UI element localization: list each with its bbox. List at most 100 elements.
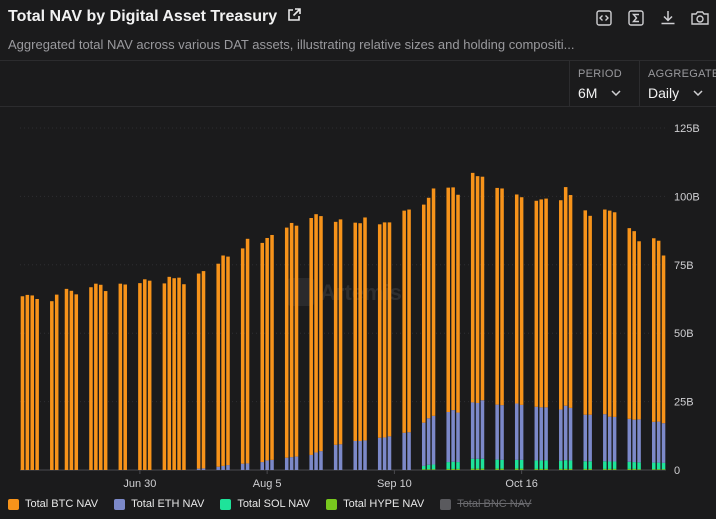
bar[interactable] [201, 271, 206, 470]
bar[interactable] [402, 210, 406, 470]
bar[interactable] [103, 291, 108, 470]
eth-segment [583, 414, 588, 462]
bar[interactable] [74, 294, 79, 470]
bar[interactable] [240, 248, 245, 470]
bar[interactable] [353, 222, 357, 470]
bar[interactable] [603, 209, 607, 470]
bar[interactable] [456, 194, 460, 470]
bars [20, 172, 666, 470]
bar[interactable] [387, 222, 392, 470]
bar[interactable] [431, 188, 436, 470]
bar[interactable] [627, 228, 632, 470]
bar[interactable] [607, 210, 612, 470]
bar[interactable] [162, 283, 167, 470]
bar[interactable] [451, 187, 455, 470]
eth-segment [216, 466, 220, 470]
bar[interactable] [519, 197, 524, 470]
bar[interactable] [612, 212, 617, 470]
period-dropdown[interactable]: 6M [578, 85, 640, 101]
bar[interactable] [377, 224, 382, 470]
bar[interactable] [260, 242, 265, 470]
bar[interactable] [216, 263, 220, 470]
screenshot-button[interactable] [690, 9, 710, 27]
bar[interactable] [172, 278, 176, 470]
legend-item[interactable]: Total SOL NAV [220, 498, 310, 510]
bar[interactable] [534, 200, 539, 470]
bar[interactable] [358, 223, 362, 470]
bar[interactable] [480, 176, 485, 470]
aggregate-dropdown[interactable]: Daily [648, 85, 716, 101]
external-link-icon[interactable] [287, 8, 301, 22]
bar[interactable] [64, 288, 69, 470]
bar[interactable] [426, 197, 431, 470]
legend-item[interactable]: Total HYPE NAV [326, 498, 424, 510]
bar[interactable] [338, 219, 343, 470]
bar[interactable] [407, 209, 411, 470]
bar[interactable] [319, 216, 323, 470]
bar[interactable] [470, 172, 475, 470]
bar[interactable] [245, 238, 250, 470]
bar[interactable] [69, 290, 74, 470]
bar[interactable] [98, 284, 103, 470]
bar[interactable] [514, 194, 519, 470]
bar[interactable] [294, 225, 299, 470]
embed-code-button[interactable] [594, 9, 614, 27]
bar[interactable] [284, 227, 289, 470]
bar[interactable] [363, 217, 367, 470]
bar[interactable] [289, 222, 294, 470]
eth-segment [338, 444, 343, 470]
bar[interactable] [143, 279, 147, 470]
bar[interactable] [563, 187, 568, 470]
bar[interactable] [652, 238, 656, 470]
bar[interactable] [94, 283, 98, 470]
bar[interactable] [588, 215, 592, 470]
legend-item[interactable]: Total ETH NAV [114, 498, 204, 510]
bar[interactable] [314, 214, 318, 470]
legend-item[interactable]: Total BNC NAV [440, 498, 532, 510]
bar[interactable] [182, 284, 186, 470]
download-button[interactable] [658, 9, 678, 27]
legend-item[interactable]: Total BTC NAV [8, 498, 98, 510]
bar[interactable] [544, 198, 548, 470]
btc-segment [382, 222, 387, 438]
bar[interactable] [382, 222, 387, 470]
bar[interactable] [583, 210, 588, 470]
bar[interactable] [632, 231, 636, 470]
bar[interactable] [661, 255, 666, 470]
bar[interactable] [221, 255, 225, 470]
bar[interactable] [309, 218, 313, 470]
bar[interactable] [50, 301, 54, 470]
bar[interactable] [138, 283, 142, 470]
bar[interactable] [54, 294, 59, 470]
bar[interactable] [539, 199, 543, 470]
x-tick-label: Sep 10 [377, 478, 412, 490]
bar[interactable] [25, 294, 30, 470]
bar[interactable] [446, 187, 450, 470]
bar[interactable] [500, 188, 504, 470]
bar[interactable] [421, 204, 426, 470]
bar[interactable] [20, 296, 25, 470]
bar[interactable] [177, 277, 181, 470]
bar[interactable] [270, 234, 274, 470]
bar[interactable] [656, 240, 661, 470]
btc-segment [226, 256, 230, 466]
bar[interactable] [559, 200, 563, 470]
bar[interactable] [475, 176, 480, 470]
bar[interactable] [118, 283, 123, 470]
bar[interactable] [196, 273, 201, 470]
bar[interactable] [35, 299, 39, 470]
bar[interactable] [568, 195, 573, 470]
bar[interactable] [265, 237, 269, 470]
bar[interactable] [123, 284, 127, 470]
bar[interactable] [226, 256, 230, 470]
bar[interactable] [30, 295, 34, 470]
bar[interactable] [147, 280, 152, 470]
period-select[interactable]: PERIOD 6M [569, 60, 640, 106]
aggregate-select[interactable]: AGGREGATE Daily [639, 60, 716, 106]
bar[interactable] [89, 287, 93, 470]
bar[interactable] [495, 187, 499, 470]
bar[interactable] [333, 221, 338, 470]
formula-button[interactable] [626, 9, 646, 27]
bar[interactable] [167, 276, 172, 470]
bar[interactable] [637, 241, 641, 470]
